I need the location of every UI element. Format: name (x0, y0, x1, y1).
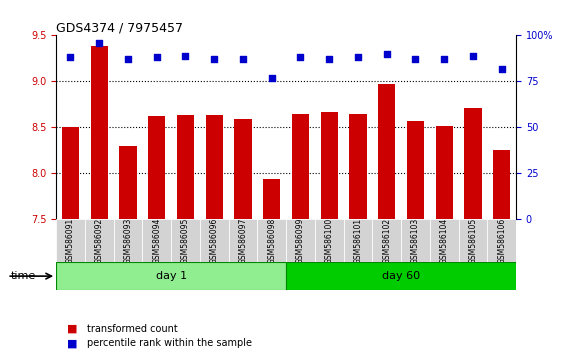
Point (353, 55, 362, 60)
Text: GSM586094: GSM586094 (152, 217, 161, 264)
Point (296, 55, 305, 60)
Bar (435, 126, 453, 219)
FancyBboxPatch shape (315, 219, 343, 262)
Text: GSM586097: GSM586097 (238, 217, 247, 264)
Text: GSM586096: GSM586096 (210, 217, 219, 264)
Text: day 1: day 1 (155, 271, 187, 281)
Text: GSM586103: GSM586103 (411, 218, 420, 264)
FancyBboxPatch shape (373, 219, 401, 262)
FancyBboxPatch shape (85, 219, 113, 262)
FancyBboxPatch shape (343, 219, 373, 262)
FancyBboxPatch shape (113, 219, 142, 262)
Text: GSM586091: GSM586091 (66, 218, 75, 264)
Bar (407, 121, 424, 219)
Text: GSM586095: GSM586095 (181, 217, 190, 264)
Text: GDS4374 / 7975457: GDS4374 / 7975457 (56, 21, 183, 34)
Text: GSM586100: GSM586100 (325, 218, 334, 264)
Text: day 60: day 60 (382, 271, 420, 281)
Text: time: time (11, 271, 36, 281)
Bar (119, 146, 136, 219)
Point (95, 40, 104, 46)
Point (325, 57, 334, 62)
Bar (90, 46, 108, 219)
Text: GSM586099: GSM586099 (296, 217, 305, 264)
FancyBboxPatch shape (488, 219, 516, 262)
Point (210, 57, 219, 62)
Bar (205, 115, 223, 219)
Point (382, 51, 391, 57)
FancyBboxPatch shape (200, 219, 229, 262)
Bar (177, 115, 194, 219)
Text: GSM586092: GSM586092 (95, 218, 104, 264)
Point (267, 75, 276, 81)
Bar (350, 114, 366, 219)
Text: percentile rank within the sample: percentile rank within the sample (87, 338, 252, 348)
Point (440, 57, 449, 62)
Point (152, 55, 161, 60)
FancyBboxPatch shape (430, 219, 458, 262)
Bar (465, 108, 481, 219)
Text: ■: ■ (67, 324, 78, 333)
FancyBboxPatch shape (56, 219, 85, 262)
FancyBboxPatch shape (286, 219, 315, 262)
Text: GSM586093: GSM586093 (123, 217, 132, 264)
Text: GSM586102: GSM586102 (382, 218, 391, 264)
Point (66, 55, 75, 60)
Text: GSM586101: GSM586101 (353, 218, 362, 264)
FancyBboxPatch shape (257, 219, 286, 262)
Point (411, 57, 420, 62)
Text: transformed count: transformed count (87, 324, 178, 333)
Bar (62, 126, 79, 219)
Bar (148, 116, 165, 219)
FancyBboxPatch shape (56, 262, 286, 290)
Point (123, 57, 132, 62)
FancyBboxPatch shape (286, 262, 516, 290)
FancyBboxPatch shape (171, 219, 200, 262)
Text: GSM586098: GSM586098 (267, 218, 276, 264)
Bar (320, 112, 338, 219)
FancyBboxPatch shape (458, 219, 488, 262)
Bar (234, 119, 251, 219)
Point (468, 53, 477, 58)
Text: GSM586106: GSM586106 (497, 218, 506, 264)
Bar (493, 149, 511, 219)
FancyBboxPatch shape (229, 219, 257, 262)
FancyBboxPatch shape (142, 219, 171, 262)
Bar (292, 114, 309, 219)
Point (181, 53, 190, 58)
Point (238, 57, 247, 62)
Text: GSM586105: GSM586105 (468, 218, 477, 264)
Text: GSM586104: GSM586104 (440, 218, 449, 264)
Text: ■: ■ (67, 338, 78, 348)
FancyBboxPatch shape (401, 219, 430, 262)
Bar (263, 179, 280, 219)
Bar (378, 84, 396, 219)
Point (497, 66, 506, 72)
